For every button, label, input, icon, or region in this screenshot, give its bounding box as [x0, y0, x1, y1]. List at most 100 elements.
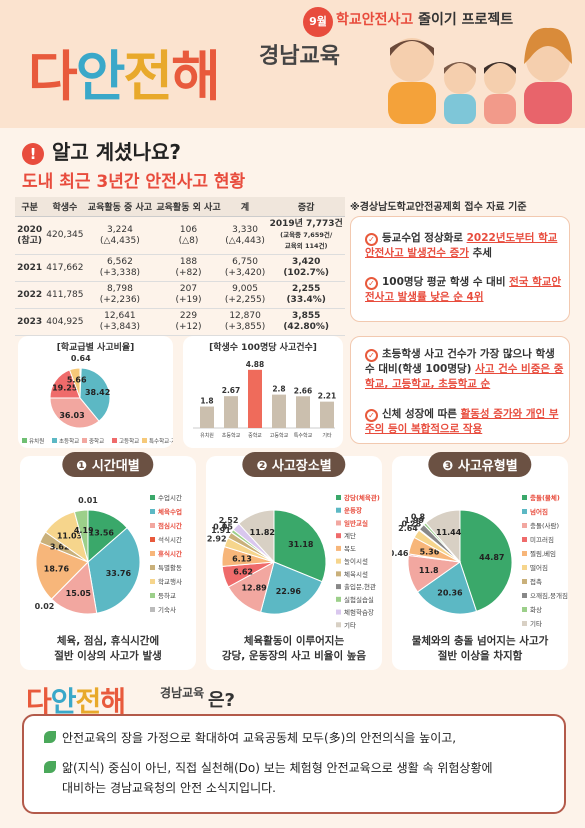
table-header-row: 구분 학생수 교육활동 중 사고 교육활동 외 사고 계 증감 — [15, 197, 345, 217]
legend-label: 놀이시설 — [344, 557, 368, 566]
cell-text: 2021 — [17, 262, 43, 273]
bar — [224, 396, 238, 428]
table-cell: 3,420 (102.7%) — [267, 254, 345, 282]
data-label: 20.36 — [437, 589, 463, 598]
legend-swatch — [522, 621, 527, 626]
accident-stats-table: 구분 학생수 교육활동 중 사고 교육활동 외 사고 계 증감 2020 (참고)… — [15, 197, 345, 336]
pie-slice — [416, 561, 478, 615]
brand-char: 안 — [75, 45, 126, 108]
data-label: 0.46 — [392, 549, 409, 558]
legend-swatch — [150, 495, 155, 500]
legend-label: 화상 — [530, 605, 542, 614]
data-label: 2.67 — [222, 386, 241, 395]
pie-slice — [238, 509, 275, 564]
legend-swatch — [336, 584, 341, 590]
legend-label: 고등학교 — [119, 437, 139, 445]
cell-text: 106 — [179, 224, 198, 235]
table-cell: 411,785 — [44, 281, 86, 309]
cell-text: (△4,443) — [225, 235, 265, 246]
check-icon: ✓ — [365, 349, 378, 362]
data-label: 18.76 — [44, 564, 70, 573]
data-label: 6.13 — [232, 555, 252, 564]
legend-swatch — [522, 523, 527, 528]
section-badge: ❷ 사고장소별 — [242, 452, 346, 477]
table-cell: 3,330 (△4,443) — [222, 216, 268, 255]
table-cell: 2019년 7,773건 (교육중 7,659건/교육외 114건) — [267, 216, 345, 255]
data-label: 2.66 — [294, 386, 313, 395]
fact-card-school-level: ✓ 초등학생 사고 건수가 가장 많으나 학생 수 대비(학생 100명당) 사고… — [350, 336, 570, 444]
table-cell: 3,855 (42.80%) — [267, 308, 345, 336]
legend-swatch — [142, 438, 147, 443]
per100-bar-chart: 1.8 유치원 2.67 초등학교 4.88 중학교 2.8 고등학교 2.66 특수학교 2.21… — [193, 360, 337, 439]
section-heading: ! 알고 계셨나요? — [22, 136, 181, 165]
table-cell: 207 (+19) — [154, 281, 223, 309]
pie-slice — [35, 541, 89, 600]
legend-label: 계단 — [344, 531, 356, 540]
section-badge: ❸ 사고유형별 — [428, 452, 532, 477]
data-label: 0.01 — [78, 496, 98, 505]
brand-char: 다 — [28, 45, 78, 108]
data-label: 3.62 — [50, 543, 70, 552]
column-header: 구분 — [15, 197, 45, 217]
table-cell: 106 (△8) — [154, 216, 223, 255]
legend-label: 학교행사 — [158, 577, 182, 586]
cell-text: 417,662 — [46, 262, 84, 273]
legend-swatch — [522, 509, 527, 514]
data-label: 2.64 — [398, 524, 418, 533]
time-section-card: ❶ 시간대별 13.56 33.76 15.05 0.02 18.76 3.62 11.03… — [20, 452, 196, 670]
brand-logo: 다안전해 — [28, 32, 221, 111]
legend-swatch — [522, 537, 527, 542]
data-label: 36.03 — [59, 411, 84, 420]
cell-text: 12,870 — [229, 311, 261, 321]
table-cell: 8,798 (+2,236) — [85, 281, 155, 309]
cell-text: (+3,420) — [224, 268, 266, 278]
cell-text: (33.4%) — [286, 295, 326, 305]
legend-swatch — [336, 545, 341, 551]
legend-label: 체험학습장 — [344, 608, 374, 617]
school-level-pie-chart: 0.64 38.42 36.03 19.255.66 유치원 초등학교 중학교 고등학교 특수학… — [22, 354, 173, 445]
data-label: 2.52 — [219, 516, 239, 525]
table-cell: 9,005 (+2,255) — [222, 281, 268, 309]
pie-slice — [459, 509, 513, 612]
check-icon: ✓ — [365, 233, 378, 246]
cell-text: (교육중 7,659건/ — [280, 231, 333, 239]
cell-text: 188 — [179, 257, 198, 267]
data-label: 38.42 — [85, 388, 110, 397]
legend-swatch — [150, 565, 155, 570]
warning-icon: ! — [22, 142, 44, 165]
check-icon: ✓ — [365, 277, 378, 290]
chart-title: [학생수 100명당 사고건수] — [209, 343, 317, 353]
legend-swatch — [22, 438, 27, 443]
cell-text: (+12) — [175, 322, 202, 332]
legend-label: 찔림,베임 — [530, 549, 556, 558]
cell-text: 2,255 — [291, 284, 321, 294]
type-pie-chart: 44.87 20.36 11.8 0.46 5.36 2.640.281.990.8 11.… — [392, 493, 568, 628]
legend-swatch — [522, 495, 527, 500]
pie-slice — [260, 561, 323, 615]
chart-title: [학교급별 사고비율] — [56, 343, 135, 353]
data-label: 2.21 — [318, 392, 337, 401]
closing-line: 대비하는 경남교육청의 안전 소식지입니다. — [62, 781, 276, 795]
legend-swatch — [336, 596, 341, 602]
data-label: 13.56 — [89, 529, 115, 538]
bottom-question: 은? — [208, 690, 236, 711]
legend-swatch — [150, 551, 155, 556]
closing-line: 앎(지식) 중심이 아닌, 직접 실천해(Do) 보는 체험형 안전교육으로 생… — [44, 758, 493, 778]
cell-text: 2022 — [17, 289, 43, 300]
legend-swatch — [150, 537, 155, 542]
legend-label: 충돌(사람) — [530, 521, 559, 530]
legend-label: 수업시간 — [158, 493, 182, 502]
fact-bullet: ✓ 100명당 평균 학생 수 대비 전국 학교안전사고 발생률 낮은 순 4위 — [365, 276, 562, 303]
bar — [296, 396, 310, 428]
person-icon — [524, 27, 572, 124]
cell-text: 2019년 7,773건 — [269, 219, 343, 229]
data-label: 4.88 — [246, 360, 265, 369]
per100-bar-card: [학생수 100명당 사고건수] 1.8 유치원 2.67 초등학교 4.88 중학교 2.… — [183, 336, 343, 448]
table-cell: 2,255 (33.4%) — [267, 281, 345, 309]
data-label: 11.8 — [419, 566, 439, 575]
legend-label: 접촉 — [530, 577, 542, 586]
brand-char: 해 — [171, 45, 221, 108]
cell-text: 404,925 — [46, 316, 84, 327]
legend-swatch — [150, 607, 155, 612]
pie-slice — [425, 509, 461, 564]
